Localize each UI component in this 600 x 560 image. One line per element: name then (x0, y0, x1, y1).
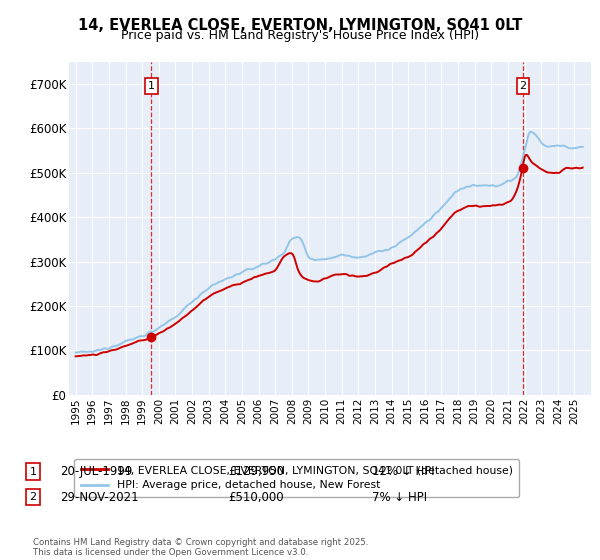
Text: 20-JUL-1999: 20-JUL-1999 (60, 465, 133, 478)
Text: 29-NOV-2021: 29-NOV-2021 (60, 491, 139, 504)
Text: 12% ↓ HPI: 12% ↓ HPI (372, 465, 434, 478)
Text: 1: 1 (148, 81, 155, 91)
Text: Contains HM Land Registry data © Crown copyright and database right 2025.
This d: Contains HM Land Registry data © Crown c… (33, 538, 368, 557)
Text: 1: 1 (29, 466, 37, 477)
Legend: 14, EVERLEA CLOSE, EVERTON, LYMINGTON, SO41 0LT (detached house), HPI: Average p: 14, EVERLEA CLOSE, EVERTON, LYMINGTON, S… (74, 459, 519, 497)
Text: 14, EVERLEA CLOSE, EVERTON, LYMINGTON, SO41 0LT: 14, EVERLEA CLOSE, EVERTON, LYMINGTON, S… (78, 18, 522, 34)
Text: 2: 2 (29, 492, 37, 502)
Text: 2: 2 (519, 81, 526, 91)
Text: £129,950: £129,950 (228, 465, 284, 478)
Text: £510,000: £510,000 (228, 491, 284, 504)
Text: 7% ↓ HPI: 7% ↓ HPI (372, 491, 427, 504)
Text: Price paid vs. HM Land Registry's House Price Index (HPI): Price paid vs. HM Land Registry's House … (121, 29, 479, 42)
